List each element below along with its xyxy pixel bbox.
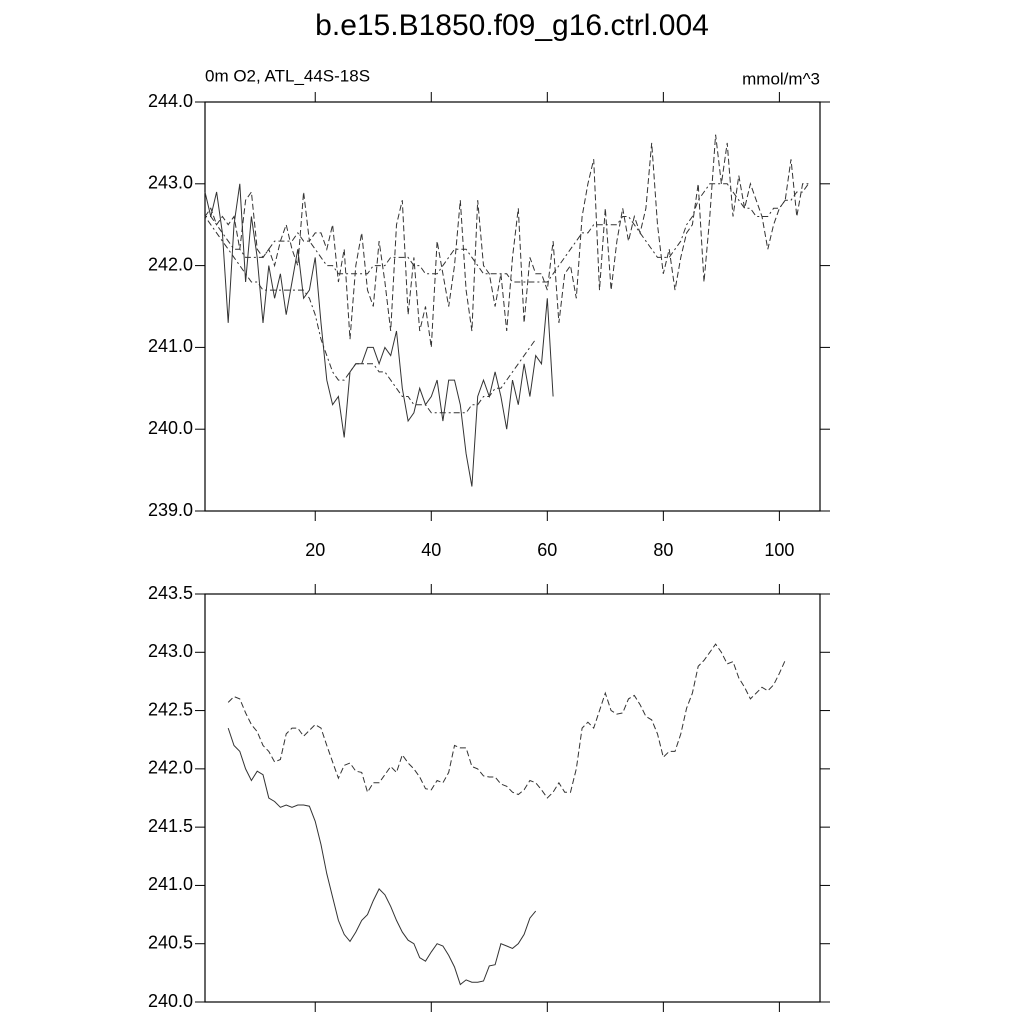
y-tick-label: 241.5 — [148, 816, 193, 836]
subtitle: 0m O2, ATL_44S-18S — [205, 66, 370, 85]
x-tick-label: 20 — [305, 540, 325, 560]
series-line — [227, 643, 786, 799]
y-tick-label: 242.5 — [148, 699, 193, 719]
y-tick-label: 241.0 — [148, 336, 193, 356]
series-line — [205, 183, 809, 283]
chart-title: b.e15.B1850.f09_g16.ctrl.004 — [315, 9, 709, 42]
y-tick-label: 240.0 — [148, 418, 193, 438]
y-tick-label: 244.0 — [148, 91, 193, 111]
y-tick-label: 240.0 — [148, 991, 193, 1011]
plot-frame — [204, 593, 821, 1003]
y-tick-label: 240.5 — [148, 932, 193, 952]
y-tick-label: 239.0 — [148, 500, 193, 520]
series-line — [204, 216, 537, 414]
x-tick-label: 100 — [764, 540, 794, 560]
series-line — [204, 183, 554, 487]
y-tick-label: 242.0 — [148, 254, 193, 274]
x-tick-label: 60 — [537, 540, 557, 560]
series-line — [204, 134, 809, 348]
units-label: mmol/m^3 — [742, 69, 820, 88]
y-tick-label: 241.0 — [148, 874, 193, 894]
y-tick-label: 243.0 — [148, 173, 193, 193]
series-line — [227, 727, 537, 986]
plot-frame — [204, 101, 821, 512]
x-tick-label: 40 — [421, 540, 441, 560]
y-tick-label: 243.0 — [148, 641, 193, 661]
y-tick-label: 243.5 — [148, 583, 193, 603]
y-tick-label: 242.0 — [148, 758, 193, 778]
x-tick-label: 80 — [653, 540, 673, 560]
